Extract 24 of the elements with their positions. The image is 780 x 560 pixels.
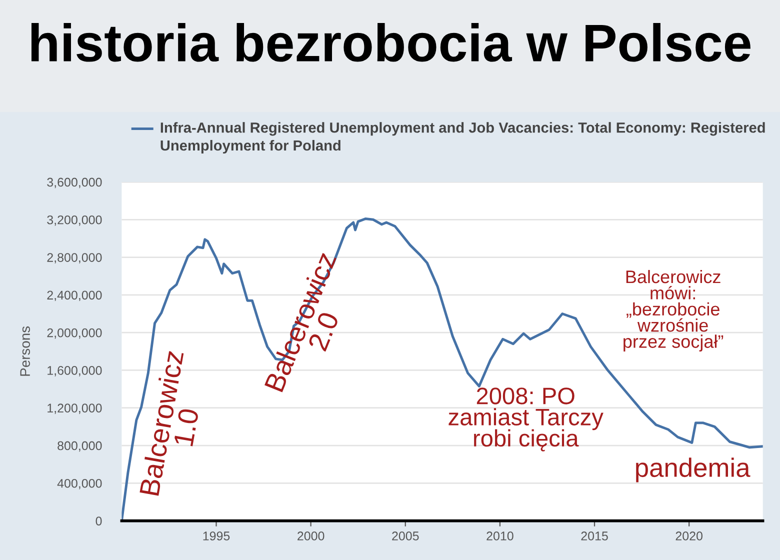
legend-label: Infra-Annual Registered Unemployment and Job Vacancies: Total Economy: Registered Unemployment for Poland	[160, 122, 765, 154]
y-tick-label: 2,800,000	[47, 253, 102, 264]
x-tick-label: 2015	[581, 532, 608, 540]
y-tick-label: 1,600,000	[48, 366, 102, 376]
y-tick-label: 0	[96, 516, 102, 526]
x-tick-label: 2020	[676, 532, 702, 540]
annotation: Balcerowicz 1.0	[138, 350, 199, 496]
y-tick-label: 3,200,000	[47, 215, 102, 226]
y-tick-label: 2,400,000	[47, 290, 102, 302]
annotation: Balcerowicz mówi: „bezrobocie wzrośnie przez socjał”	[624, 270, 724, 352]
annotation: pandemia	[636, 458, 750, 482]
y-tick-label: 800,000	[58, 441, 102, 452]
chart-title: historia bezrobocia w Polsce	[31, 23, 750, 62]
line-series	[122, 217, 763, 521]
y-axis-title: Persons	[20, 326, 30, 376]
y-tick-label: 2,000,000	[47, 328, 102, 339]
y-tick-label: 3,600,000	[47, 178, 102, 188]
y-tick-label: 400,000	[57, 478, 102, 490]
y-tick-label: 1,200,000	[48, 404, 102, 414]
annotation: 2008: PO zamiast Tarczy robi cięcia	[448, 388, 604, 452]
x-tick-label: 2000	[298, 532, 324, 540]
x-tick-label: 2010	[486, 532, 514, 540]
x-tick-label: 1995	[203, 532, 230, 540]
x-tick-label: 2005	[392, 532, 419, 540]
